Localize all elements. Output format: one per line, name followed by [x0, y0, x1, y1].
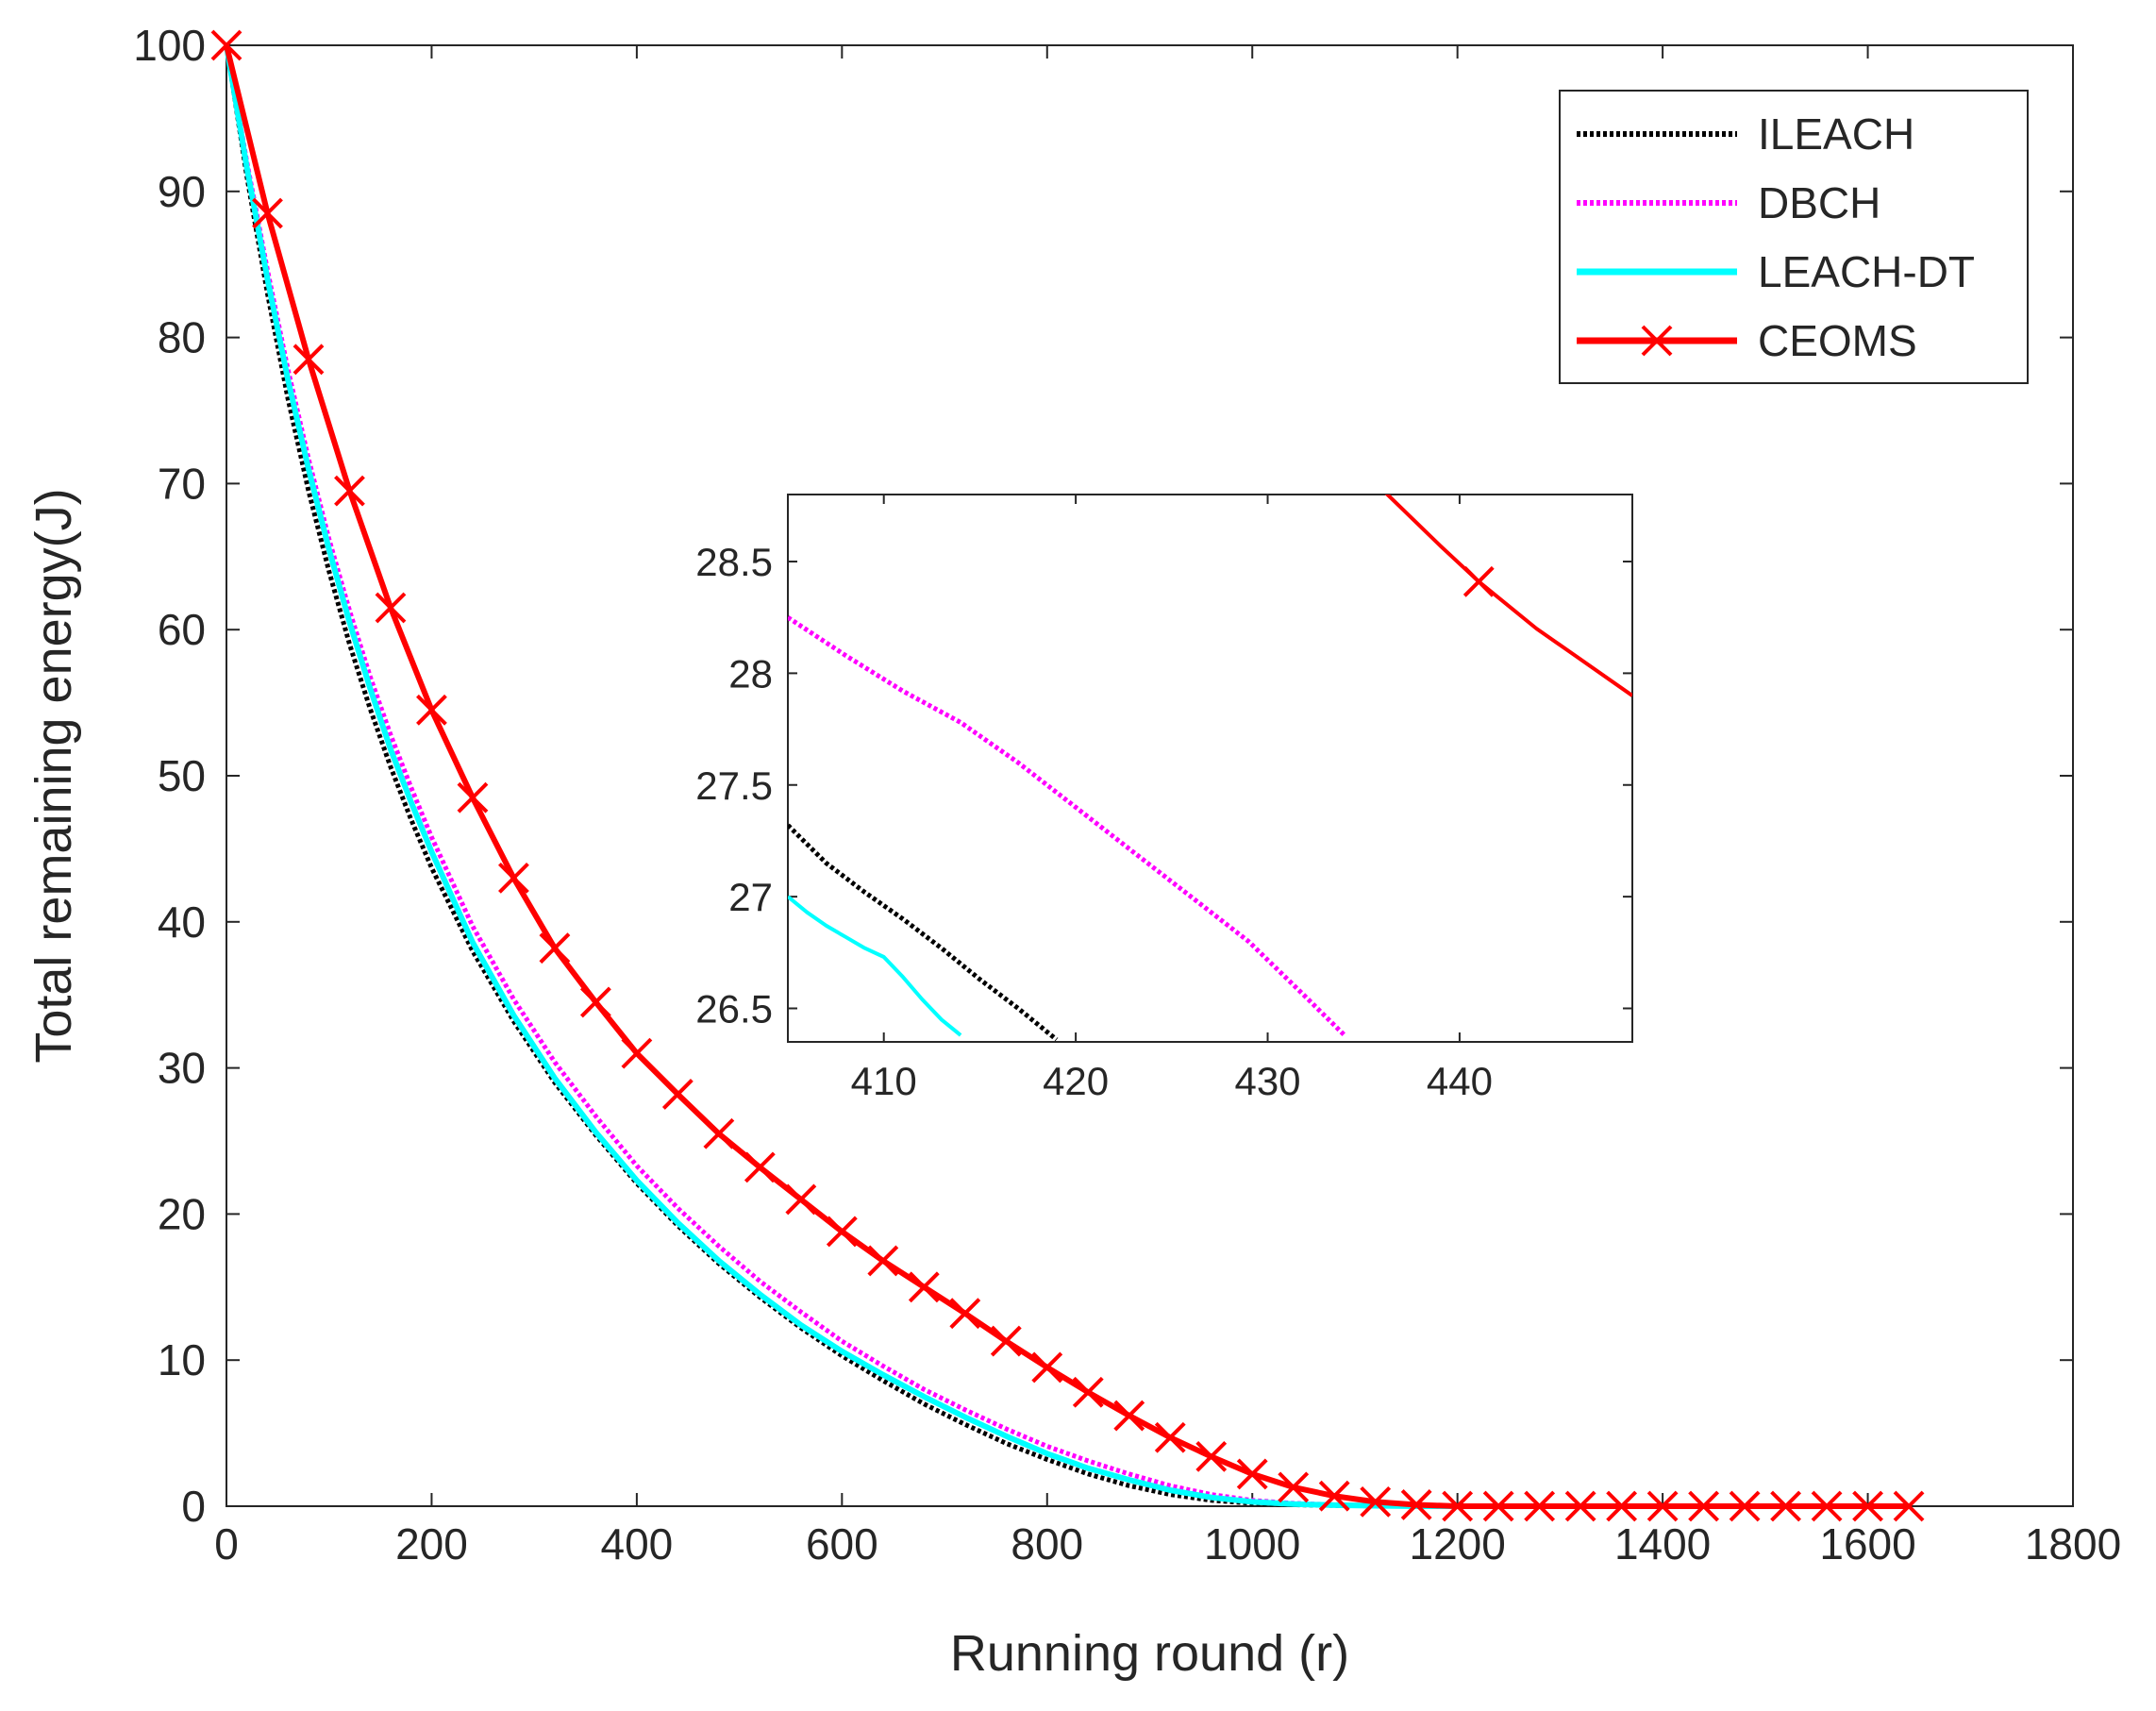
series-point-ceoms — [1195, 1440, 1228, 1472]
series-point-ceoms — [1729, 1490, 1761, 1522]
y-tick-label: 20 — [158, 1189, 206, 1238]
series-point-ceoms — [621, 1037, 653, 1069]
inset-y-tick-label: 26.5 — [695, 986, 773, 1031]
legend-marker-ceoms — [1641, 325, 1673, 357]
inset-series-line-leach-dt — [788, 895, 962, 1037]
series-point-ceoms — [1442, 1490, 1474, 1522]
series-point-ceoms — [292, 344, 325, 376]
legend-label-ceoms: CEOMS — [1758, 316, 1917, 365]
series-point-ceoms — [1688, 1490, 1720, 1522]
inset-series-group — [788, 495, 1632, 1042]
y-tick-label: 30 — [158, 1044, 206, 1093]
series-point-ceoms — [1360, 1485, 1392, 1518]
series-point-ceoms — [1811, 1490, 1843, 1522]
inset-series-point-ceoms — [1462, 565, 1495, 597]
inset-y-tick-label: 27 — [728, 875, 773, 919]
series-point-ceoms — [1236, 1458, 1268, 1490]
x-tick-label: 1800 — [2025, 1519, 2121, 1568]
inset-x-tick-label: 420 — [1043, 1059, 1109, 1103]
y-tick-label: 70 — [158, 459, 206, 508]
y-tick-label: 40 — [158, 897, 206, 947]
y-tick-label: 0 — [181, 1482, 206, 1531]
y-tick-label: 100 — [133, 21, 206, 70]
series-line-ceoms — [224, 44, 1909, 1509]
inset-plot-area — [787, 494, 1633, 1043]
series-point-ceoms — [1606, 1490, 1638, 1522]
y-axis-label: Total remaining energy(J) — [25, 488, 82, 1063]
series-point-ceoms — [949, 1298, 981, 1330]
series-point-ceoms — [661, 1079, 694, 1110]
series-point-ceoms — [1564, 1490, 1596, 1522]
series-point-ceoms — [1400, 1489, 1432, 1520]
series-point-ceoms — [1646, 1490, 1679, 1522]
y-tick-label: 80 — [158, 313, 206, 362]
legend-label-ileach: ILEACH — [1758, 109, 1914, 159]
series-point-ceoms — [579, 986, 611, 1018]
series-point-ceoms — [416, 694, 447, 726]
series-point-ceoms — [1893, 1490, 1925, 1522]
series-point-ceoms — [1031, 1351, 1063, 1384]
x-tick-label: 1400 — [1614, 1519, 1711, 1568]
series-point-ceoms — [539, 932, 571, 965]
x-tick-label: 0 — [214, 1519, 239, 1568]
series-point-ceoms — [375, 592, 407, 624]
series-point-ceoms — [867, 1245, 899, 1277]
series-point-ceoms — [908, 1271, 940, 1303]
x-tick-label: 600 — [806, 1519, 878, 1568]
series-point-ceoms — [1278, 1471, 1310, 1503]
legend-box — [1559, 90, 2029, 384]
series-line-leach-dt — [224, 44, 1458, 1509]
series-point-ceoms — [1482, 1490, 1514, 1522]
series-point-ceoms — [1524, 1490, 1556, 1522]
series-point-ceoms — [498, 862, 529, 894]
inset-series-line-ceoms — [1384, 495, 1632, 697]
x-tick-label: 1600 — [1819, 1519, 1915, 1568]
series-point-ceoms — [457, 781, 489, 814]
x-tick-label: 400 — [601, 1519, 674, 1568]
y-tick-label: 10 — [158, 1335, 206, 1384]
series-point-ceoms — [1318, 1480, 1350, 1512]
series-point-ceoms — [252, 197, 283, 229]
series-point-ceoms — [703, 1117, 735, 1149]
y-tick-label: 60 — [158, 605, 206, 654]
inset-series-line-dbch — [788, 615, 1346, 1037]
inset-x-tick-label: 440 — [1427, 1059, 1493, 1103]
series-point-ceoms — [1770, 1490, 1801, 1522]
inset-x-tick-label: 430 — [1234, 1059, 1300, 1103]
x-axis-label: Running round (r) — [950, 1625, 1349, 1682]
series-point-ceoms — [785, 1183, 817, 1216]
series-point-ceoms — [990, 1325, 1022, 1357]
legend-label-dbch: DBCH — [1758, 178, 1880, 227]
x-tick-label: 1000 — [1204, 1519, 1300, 1568]
inset-y-tick-label: 28.5 — [695, 540, 773, 584]
series-point-ceoms — [1852, 1490, 1883, 1522]
legend-label-leach-dt: LEACH-DT — [1758, 247, 1975, 296]
y-tick-label: 50 — [158, 751, 206, 800]
inset-y-tick-label: 27.5 — [695, 763, 773, 808]
series-point-ceoms — [334, 475, 365, 507]
series-point-ceoms — [826, 1216, 858, 1248]
series-point-ceoms — [1154, 1421, 1186, 1453]
x-tick-label: 200 — [395, 1519, 468, 1568]
series-point-ceoms — [1113, 1400, 1145, 1432]
series-point-ceoms — [1072, 1376, 1104, 1408]
series-point-ceoms — [210, 29, 242, 61]
inset-x-tick-label: 410 — [851, 1059, 917, 1103]
series-point-ceoms — [744, 1151, 776, 1183]
y-tick-label: 90 — [158, 167, 206, 216]
inset-series-line-ileach — [788, 823, 1059, 1042]
x-tick-label: 800 — [1011, 1519, 1083, 1568]
x-tick-label: 1200 — [1409, 1519, 1505, 1568]
inset-y-tick-label: 28 — [728, 651, 773, 696]
